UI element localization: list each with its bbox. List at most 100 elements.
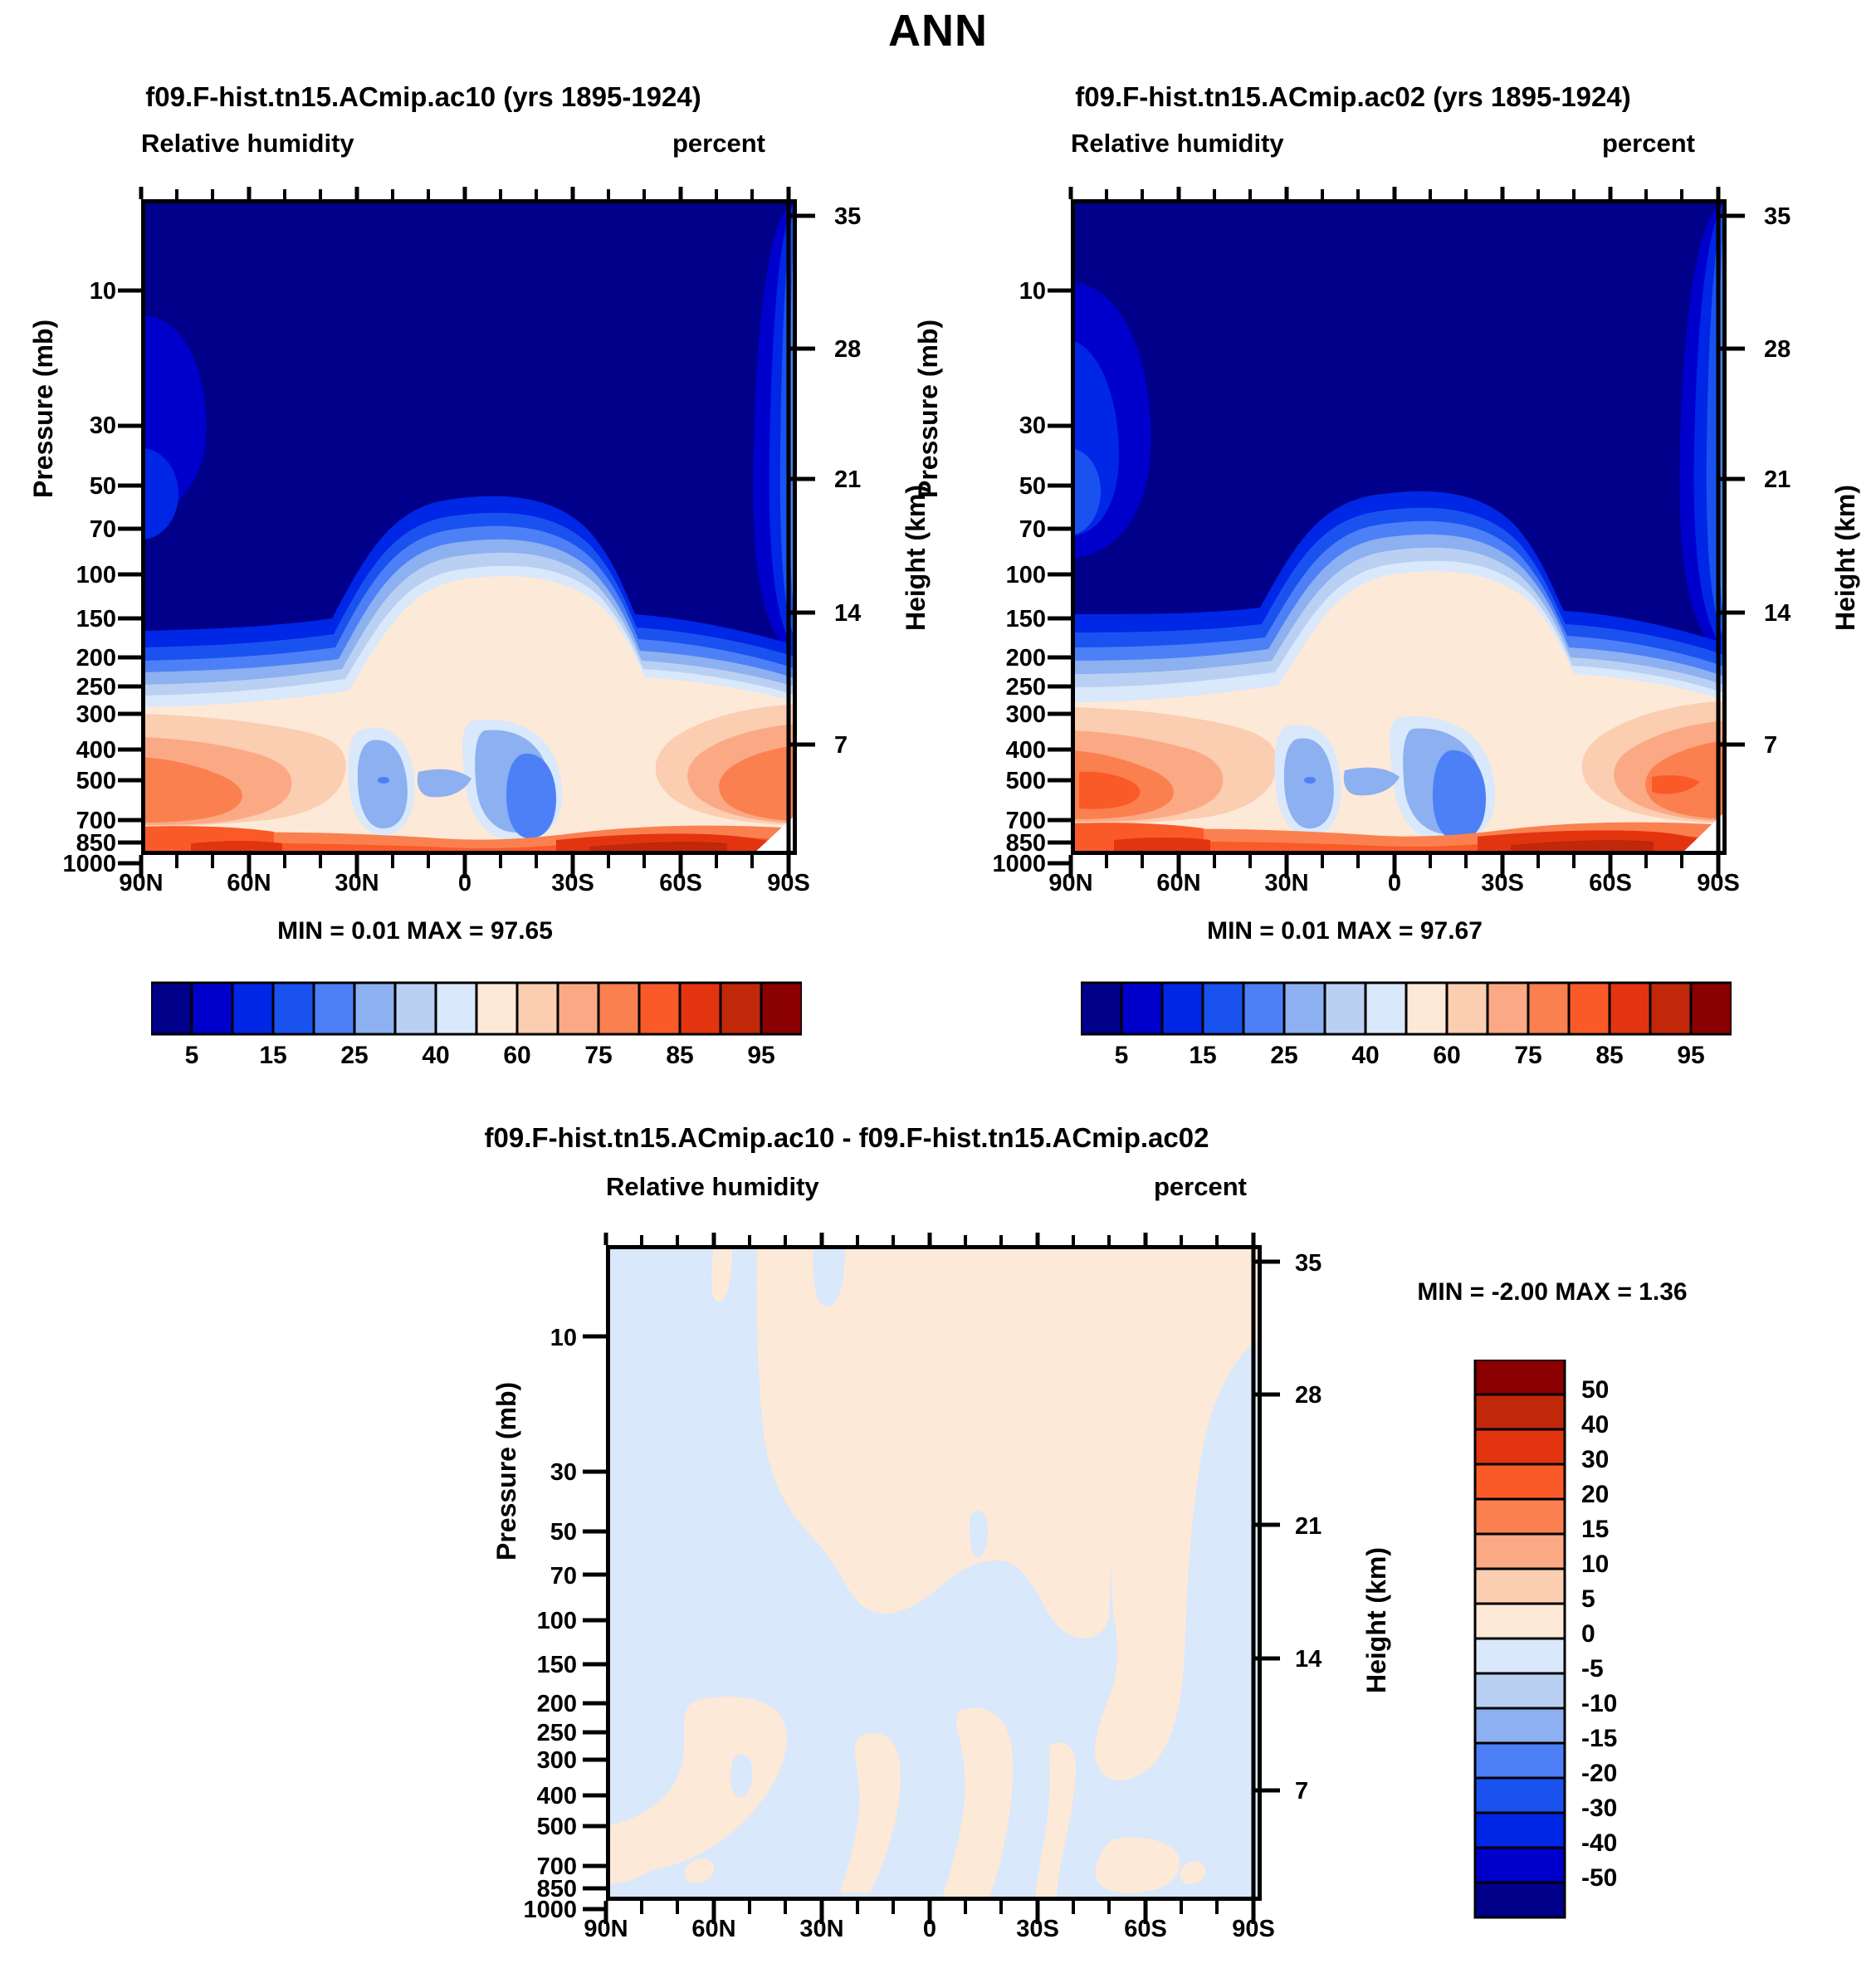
ytick-label: 850 [536,1876,577,1902]
colorbar-cell[interactable] [760,981,802,1036]
panel-title-diff: f09.F-hist.tn15.ACmip.ac10 - f09.F-hist.… [484,1122,1209,1153]
colorbar-cell[interactable] [1608,981,1652,1036]
colorbar-tick-label: 95 [747,1042,775,1069]
colorbar-right[interactable] [1081,981,1732,1056]
colorbar-cell[interactable] [1473,1811,1566,1849]
y2tick-label: 7 [1764,732,1778,759]
colorbar-cell[interactable] [1473,1776,1566,1814]
colorbar-cell[interactable] [190,981,234,1036]
colorbar-cell[interactable] [1445,981,1489,1036]
colorbar-tick-label: -10 [1581,1690,1618,1717]
colorbar-cell[interactable] [1689,981,1732,1036]
colorbar-cell[interactable] [231,981,275,1036]
colorbar-tick-label: 5 [1581,1585,1595,1613]
colorbar-cell[interactable] [1364,981,1408,1036]
ytick-label: 400 [1005,737,1046,764]
ytick-label: 1000 [62,851,116,877]
ytick-label: 300 [1005,701,1046,728]
colorbar-cell[interactable] [1473,1532,1566,1570]
colorbar-cell[interactable] [597,981,641,1036]
ytick-label: 50 [1019,473,1046,500]
colorbar-tick-label: 60 [1433,1042,1461,1069]
colorbar-cell[interactable] [1473,1393,1566,1431]
colorbar-cell[interactable] [1081,981,1123,1036]
colorbar-cell[interactable] [1473,1637,1566,1675]
colorbar-cell[interactable] [1486,981,1530,1036]
y2-axis-title-diff: Height (km) [1361,1547,1391,1693]
colorbar-cell[interactable] [1405,981,1449,1036]
ytick-label: 500 [76,768,116,794]
contour-plot-left [141,199,797,855]
colorbar-tick-label: -40 [1581,1829,1618,1857]
colorbar-cell[interactable] [353,981,397,1036]
colorbar-cell[interactable] [1473,1672,1566,1710]
ytick-label: 700 [1005,808,1046,834]
colorbar-cell[interactable] [1473,1846,1566,1884]
colorbar-cell[interactable] [271,981,315,1036]
ytick-label: 700 [76,808,116,834]
ytick-label: 50 [550,1519,577,1546]
ytick-label: 700 [536,1853,577,1880]
colorbar-cell[interactable] [1473,1360,1566,1396]
colorbar-tick-label: 25 [1270,1042,1298,1069]
ytick-label: 100 [76,562,116,589]
ytick-label: 30 [1019,413,1046,439]
y2tick-label: 28 [1764,336,1791,363]
colorbar-cell[interactable] [1473,1567,1566,1605]
colorbar-cell[interactable] [1473,1707,1566,1745]
colorbar-cell[interactable] [1282,981,1326,1036]
y2tick-label: 28 [1295,1382,1322,1409]
colorbar-cell[interactable] [1473,1741,1566,1780]
colorbar-cell[interactable] [151,981,193,1036]
colorbar-tick-label: 75 [1514,1042,1542,1069]
colorbar-tick-label: 30 [1581,1446,1610,1473]
colorbar-tick-label: -15 [1581,1725,1618,1752]
colorbar-cell[interactable] [393,981,437,1036]
ytick-label: 30 [89,413,116,439]
colorbar-cell[interactable] [719,981,763,1036]
unit-label-right: percent [1602,129,1695,158]
y2tick-label: 21 [1764,466,1791,493]
colorbar-diff[interactable] [1473,1360,1573,1924]
colorbar-cell[interactable] [1473,1428,1566,1466]
colorbar-tick-label: 85 [1595,1042,1624,1069]
axis-ticks-diff [573,1233,1353,1963]
axis-ticks-right [1038,187,1818,917]
colorbar-cell[interactable] [556,981,600,1036]
colorbar-cell[interactable] [1527,981,1571,1036]
colorbar-cell[interactable] [1120,981,1164,1036]
colorbar-labels-right: 5 15 25 40 60 75 85 95 [1081,1042,1732,1083]
colorbar-cell[interactable] [1323,981,1367,1036]
ytick-label: 200 [1005,645,1046,672]
colorbar-tick-label: 0 [1581,1620,1595,1648]
colorbar-cell[interactable] [1160,981,1204,1036]
colorbar-cell[interactable] [1473,1497,1566,1536]
colorbar-cell[interactable] [1201,981,1245,1036]
colorbar-cell[interactable] [638,981,682,1036]
colorbar-cell[interactable] [1473,1463,1566,1501]
colorbar-tick-label: 15 [1189,1042,1217,1069]
colorbar-cell[interactable] [312,981,356,1036]
colorbar-cell[interactable] [1473,1881,1566,1919]
ytick-label: 150 [536,1652,577,1678]
xtick-label: 0 [457,870,472,896]
colorbar-cell[interactable] [678,981,722,1036]
unit-label-diff: percent [1154,1172,1247,1201]
colorbar-cell[interactable] [1649,981,1693,1036]
y2tick-label: 35 [1764,203,1791,230]
colorbar-cell[interactable] [475,981,519,1036]
colorbar-labels-diff: 50 40 30 20 15 10 5 0 -5 -10 -15 -20 -30 -40 -50 [1581,1360,1731,1924]
colorbar-cell[interactable] [1242,981,1286,1036]
ytick-label: 30 [550,1459,577,1486]
colorbar-cell[interactable] [1473,1602,1566,1640]
colorbar-cell[interactable] [434,981,478,1036]
colorbar-tick-label: 60 [503,1042,531,1069]
colorbar-cell[interactable] [1567,981,1611,1036]
colorbar-cell[interactable] [515,981,559,1036]
ytick-label: 500 [536,1814,577,1840]
colorbar-tick-label: 50 [1581,1376,1610,1404]
colorbar-tick-label: 5 [1114,1042,1129,1069]
ytick-label: 10 [1019,278,1046,305]
colorbar-tick-label: 95 [1677,1042,1705,1069]
colorbar-left[interactable] [151,981,802,1056]
